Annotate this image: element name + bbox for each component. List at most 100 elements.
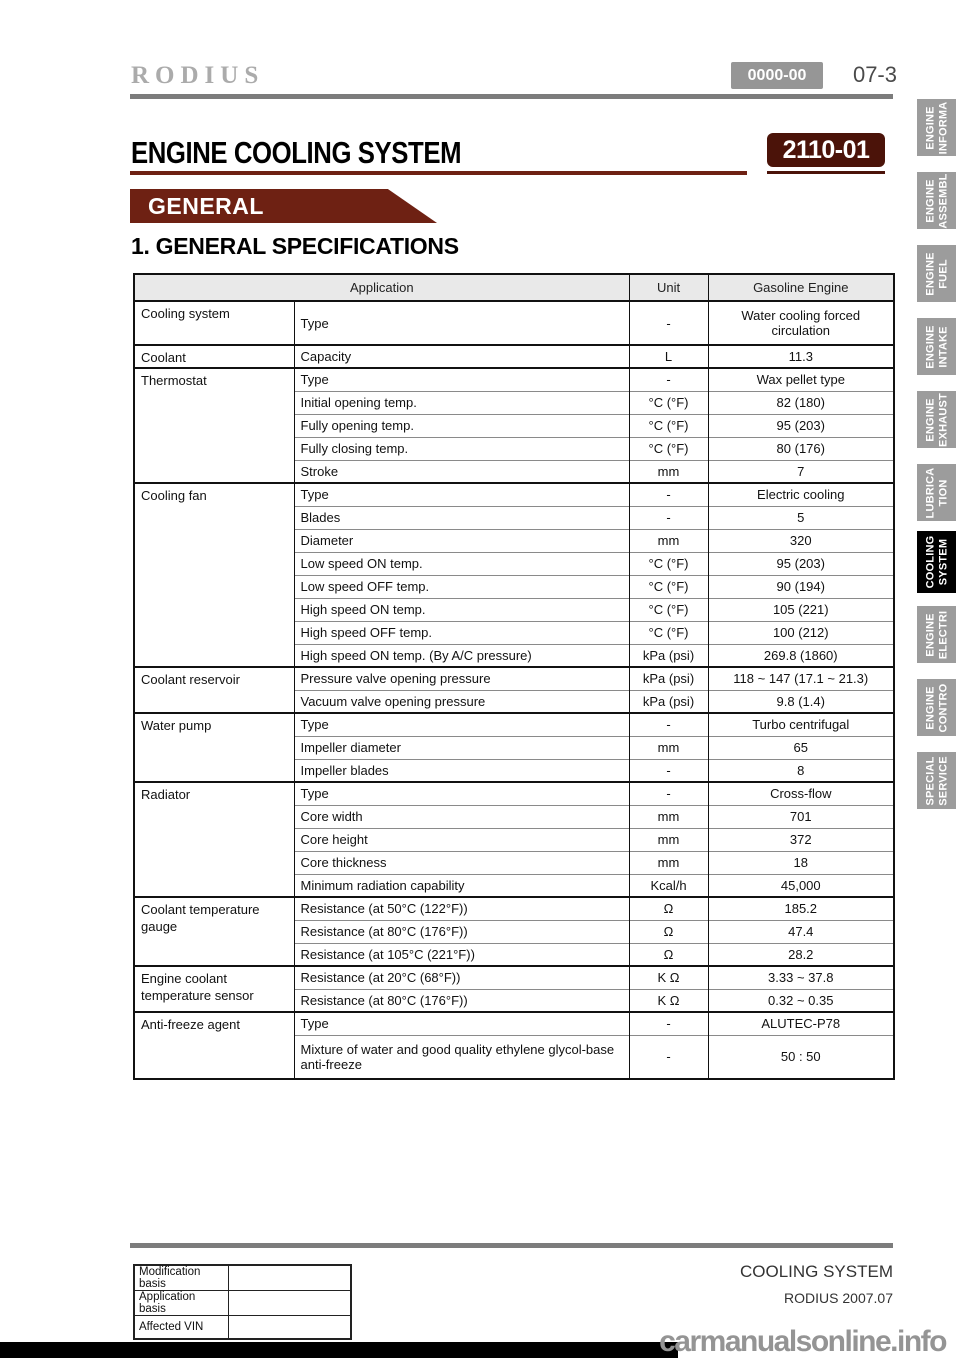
spec-unit-cell: - [628,712,709,736]
spec-item-cell: Impeller blades [293,758,630,782]
spec-value-cell: Water cooling forced circulation [707,300,895,345]
spec-table-body: Cooling system Type - Water cooling forced … [133,300,895,1079]
sidebar-tab-line2: INFORMA [936,101,949,154]
footer-info-value [228,1290,352,1316]
title-underline [130,171,747,175]
spec-unit-cell: Kcal/h [628,873,709,897]
spec-group-cell: Radiator [133,781,295,897]
spec-value-cell: 45,000 [707,873,895,897]
spec-unit-cell: °C (°F) [628,390,709,414]
sidebar-tab-label: ENGINE ASSEMBL [924,173,949,228]
spec-group-cell: Coolant temperature gauge [133,896,295,966]
spec-item-cell: Low speed OFF temp. [293,574,630,598]
spec-value-cell: Turbo centrifugal [707,712,895,736]
sidebar-tab-line1: SPECIAL [924,755,936,806]
spec-value-cell: 7 [707,459,895,483]
spec-value-cell: 9.8 (1.4) [707,689,895,713]
sidebar-tab-line1: ENGINE [924,324,936,369]
spec-unit-cell: °C (°F) [628,413,709,437]
sidebar-tab-engine-contro: ENGINE CONTRO [917,679,956,736]
title-code-badge: 2110-01 [767,133,885,167]
spec-item-cell: Pressure valve opening pressure [293,666,630,690]
sidebar-tab-cooling-system: COOLING SYSTEM [917,531,956,593]
spec-unit-cell: kPa (psi) [628,643,709,667]
sidebar-tab-line1: COOLING [924,535,936,589]
footer-info-value [228,1264,352,1291]
spec-value-cell: 95 (203) [707,551,895,575]
spec-value-cell: 47.4 [707,919,895,943]
sidebar-tab-label: LUBRICA TION [924,467,949,518]
spec-item-cell: Type [293,712,630,736]
spec-unit-cell: mm [628,528,709,552]
spec-value-cell: 105 (221) [707,597,895,621]
spec-unit-cell: °C (°F) [628,597,709,621]
spec-value-cell: 320 [707,528,895,552]
sidebar-tab-lubrica-tion: LUBRICA TION [917,464,956,521]
spec-unit-cell: Ω [628,919,709,943]
spec-unit-cell: °C (°F) [628,551,709,575]
spec-item-cell: Type [293,1011,630,1035]
spec-group-cell: Thermostat [133,367,295,483]
sidebar-tab-engine-exhaust: ENGINE EXHAUST [917,391,956,448]
footer-info-table: Modification basis Application basis Affec… [133,1264,352,1340]
title-code-underline [767,171,885,174]
spec-value-cell: 185.2 [707,896,895,920]
sidebar-tab-engine-fuel: ENGINE FUEL [917,245,956,302]
spec-unit-cell: - [628,1034,709,1079]
sidebar-tab-line2: INTAKE [936,325,949,368]
sidebar-tab-line1: LUBRICA [924,467,936,518]
spec-group-cell: Anti-freeze agent [133,1011,295,1079]
sidebar-tab-line2: SYSTEM [936,538,949,586]
spec-group-cell: Engine coolant temperature sensor [133,965,295,1012]
spec-item-cell: Diameter [293,528,630,552]
sidebar-tab-label: ENGINE INFORMA [924,101,949,154]
spec-value-cell: 0.32 ~ 0.35 [707,988,895,1012]
spec-item-cell: Low speed ON temp. [293,551,630,575]
spec-value-cell: 118 ~ 147 (17.1 ~ 21.3) [707,666,895,690]
spec-item-cell: Type [293,300,630,345]
spec-item-cell: Type [293,482,630,506]
spec-value-cell: 82 (180) [707,390,895,414]
spec-value-cell: 11.3 [707,344,895,368]
section-code-badge: 0000-00 [731,62,823,89]
sidebar-tab-engine-intake: ENGINE INTAKE [917,318,956,375]
sidebar-tab-label: ENGINE INTAKE [924,325,949,368]
spec-unit-cell: - [628,482,709,506]
footer-section-name: COOLING SYSTEM [739,1262,893,1281]
spec-item-cell: Fully opening temp. [293,413,630,437]
spec-unit-cell: K Ω [628,988,709,1012]
sidebar-tab-label: ENGINE ELECTRI [924,610,949,658]
sidebar-tab-line1: ENGINE [924,105,936,150]
spec-value-cell: 372 [707,827,895,851]
spec-value-cell: 100 (212) [707,620,895,644]
footer-info-label: Modification basis [133,1264,229,1291]
spec-value-cell: 3.33 ~ 37.8 [707,965,895,989]
spec-item-cell: Mixture of water and good quality ethyle… [293,1034,630,1079]
spec-item-cell: Blades [293,505,630,529]
spec-value-cell: 50 : 50 [707,1034,895,1079]
footer-info-label: Application basis [133,1290,229,1316]
spec-unit-cell: - [628,1011,709,1035]
spec-value-cell: 18 [707,850,895,874]
spec-item-cell: Core width [293,804,630,828]
spec-item-cell: Type [293,367,630,391]
general-banner: GENERAL [130,189,437,223]
spec-unit-cell: °C (°F) [628,574,709,598]
spec-value-cell: Wax pellet type [707,367,895,391]
spec-value-cell: 701 [707,804,895,828]
spec-unit-cell: - [628,300,709,345]
spec-item-cell: High speed ON temp. [293,597,630,621]
spec-table-wrap: Application Unit Gasoline Engine Cooling… [133,273,896,1080]
sidebar-tab-line2: ELECTRI [936,610,949,659]
sidebar-tab-line1: ENGINE [924,612,936,657]
brand-logo: RODIUS [131,62,265,89]
sidebar-tab-line1: ENGINE [924,685,936,730]
sidebar-tab-line2: ASSEMBL [936,172,949,229]
spec-item-cell: Resistance (at 20°C (68°F)) [293,965,630,989]
spec-table: Application Unit Gasoline Engine Cooling… [133,273,896,1080]
spec-value-cell: ALUTEC-P78 [707,1011,895,1035]
spec-unit-cell: - [628,367,709,391]
spec-group-cell: Coolant reservoir [133,666,295,713]
sidebar-tab-line1: ENGINE [924,397,936,442]
spec-unit-cell: mm [628,735,709,759]
